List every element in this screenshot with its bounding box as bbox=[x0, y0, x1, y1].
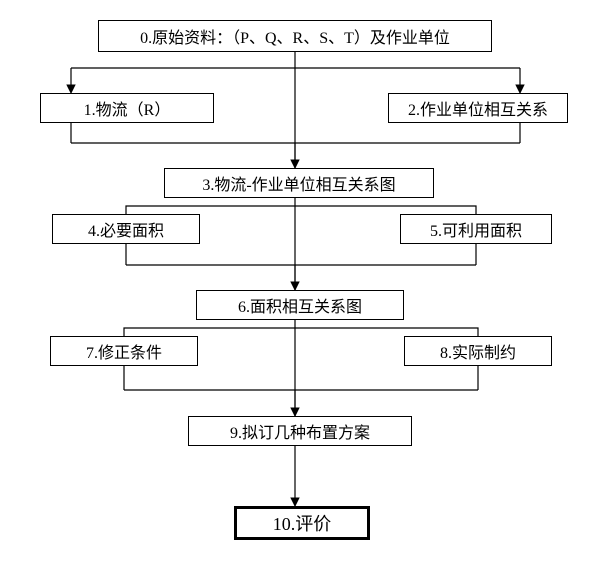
node-label-n2: 2.作业单位相互关系 bbox=[402, 96, 554, 120]
node-label-n7: 7.修正条件 bbox=[80, 339, 168, 363]
edge-11 bbox=[295, 206, 476, 214]
edge-10 bbox=[126, 206, 295, 214]
node-n0: 0.原始资料：（P、Q、R、S、T）及作业单位 bbox=[98, 20, 492, 52]
node-n8: 8.实际制约 bbox=[404, 336, 552, 366]
edge-17 bbox=[124, 328, 295, 336]
node-n9: 9.拟订几种布置方案 bbox=[188, 416, 412, 446]
node-n10: 10.评价 bbox=[234, 506, 370, 540]
node-n7: 7.修正条件 bbox=[50, 336, 198, 366]
flowchart-edges bbox=[0, 0, 600, 562]
node-label-n10: 10.评价 bbox=[267, 510, 338, 536]
node-label-n9: 9.拟订几种布置方案 bbox=[224, 419, 376, 443]
node-label-n8: 8.实际制约 bbox=[434, 339, 522, 363]
node-label-n1: 1.物流（R） bbox=[78, 96, 177, 120]
node-n6: 6.面积相互关系图 bbox=[196, 290, 404, 320]
flowchart-stage: 0.原始资料：（P、Q、R、S、T）及作业单位 1.物流（R） 2.作业单位相互关系… bbox=[0, 0, 600, 562]
node-n2: 2.作业单位相互关系 bbox=[388, 93, 568, 123]
node-n3: 3.物流-作业单位相互关系图 bbox=[164, 168, 434, 198]
node-label-n4: 4.必要面积 bbox=[82, 217, 170, 241]
node-n1: 1.物流（R） bbox=[40, 93, 214, 123]
node-label-n6: 6.面积相互关系图 bbox=[232, 293, 368, 317]
node-n5: 5.可利用面积 bbox=[400, 214, 552, 244]
node-n4: 4.必要面积 bbox=[52, 214, 200, 244]
node-label-n5: 5.可利用面积 bbox=[424, 217, 528, 241]
node-label-n0: 0.原始资料：（P、Q、R、S、T）及作业单位 bbox=[134, 24, 456, 48]
node-label-n3: 3.物流-作业单位相互关系图 bbox=[196, 171, 401, 195]
edge-18 bbox=[295, 328, 478, 336]
